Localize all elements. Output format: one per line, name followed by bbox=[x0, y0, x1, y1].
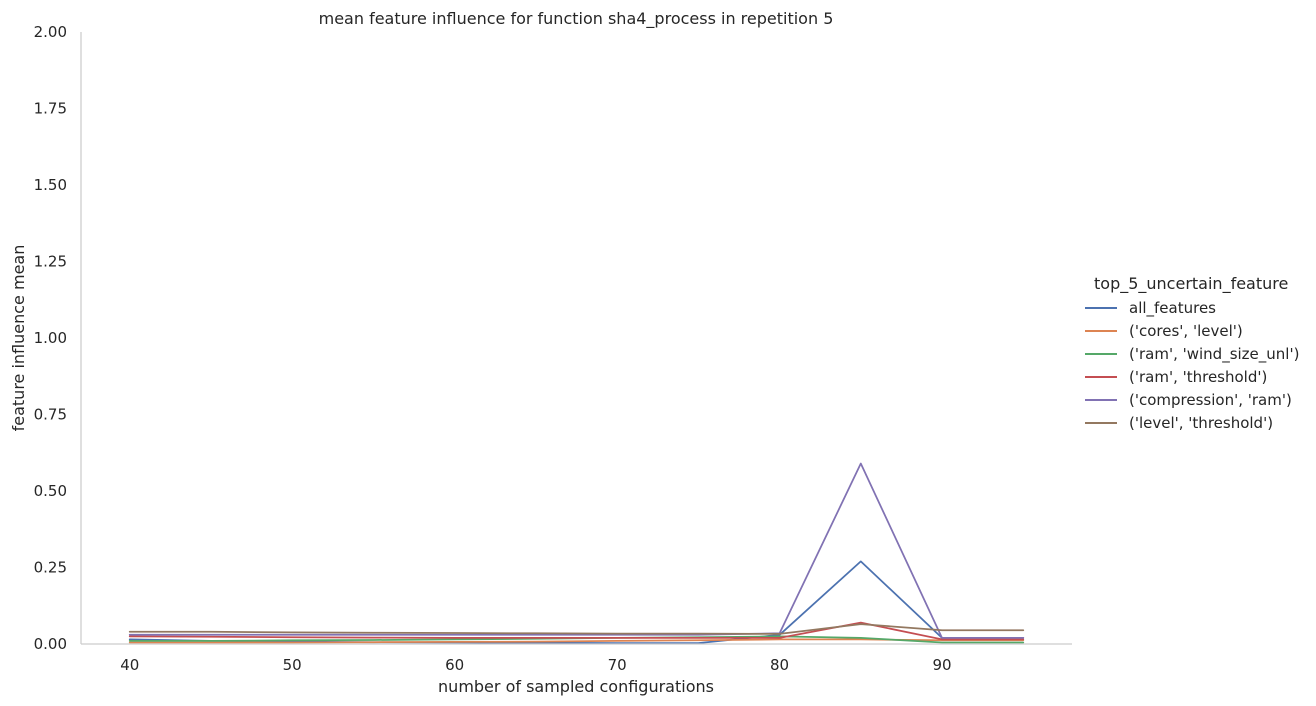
legend: top_5_uncertain_feature all_features ('co… bbox=[1085, 274, 1299, 432]
x-tick-label: 70 bbox=[608, 656, 627, 674]
legend-label: ('ram', 'threshold') bbox=[1129, 368, 1267, 386]
legend-label: ('cores', 'level') bbox=[1129, 322, 1243, 340]
y-tick-label: 0.50 bbox=[34, 482, 67, 500]
y-tick-label: 1.00 bbox=[34, 329, 67, 347]
x-tick-label: 60 bbox=[445, 656, 464, 674]
legend-label: all_features bbox=[1129, 299, 1216, 318]
y-axis-ticks: 0.00 0.25 0.50 0.75 1.00 1.25 1.50 1.75 2.00 bbox=[34, 23, 67, 653]
legend-title: top_5_uncertain_feature bbox=[1094, 274, 1288, 294]
series-layer bbox=[128, 462, 1025, 644]
plot-area bbox=[80, 32, 1072, 645]
series-line bbox=[128, 462, 1025, 639]
legend-items: all_features ('cores', 'level') ('ram', 'w… bbox=[1085, 299, 1299, 432]
x-tick-label: 90 bbox=[932, 656, 951, 674]
y-tick-label: 1.50 bbox=[34, 176, 67, 194]
x-axis-ticks: 40 50 60 70 80 90 bbox=[120, 656, 951, 674]
legend-label: ('level', 'threshold') bbox=[1129, 414, 1273, 432]
y-tick-label: 2.00 bbox=[34, 23, 67, 41]
legend-label: ('compression', 'ram') bbox=[1129, 391, 1292, 409]
series-line bbox=[128, 560, 1025, 644]
y-tick-label: 1.75 bbox=[34, 100, 67, 118]
x-tick-label: 80 bbox=[770, 656, 789, 674]
y-tick-label: 0.75 bbox=[34, 406, 67, 424]
y-tick-label: 0.25 bbox=[34, 559, 67, 577]
x-tick-label: 40 bbox=[120, 656, 139, 674]
x-tick-label: 50 bbox=[283, 656, 302, 674]
series-line bbox=[128, 638, 1025, 644]
y-axis-title: feature influence mean bbox=[9, 245, 28, 432]
series-line bbox=[128, 621, 1025, 641]
chart-title: mean feature influence for function sha4… bbox=[319, 9, 834, 29]
series-line bbox=[128, 623, 1025, 635]
y-tick-label: 0.00 bbox=[34, 635, 67, 653]
legend-label: ('ram', 'wind_size_unl') bbox=[1129, 345, 1299, 364]
x-axis-title: number of sampled configurations bbox=[438, 677, 714, 696]
y-tick-label: 1.25 bbox=[34, 253, 67, 271]
